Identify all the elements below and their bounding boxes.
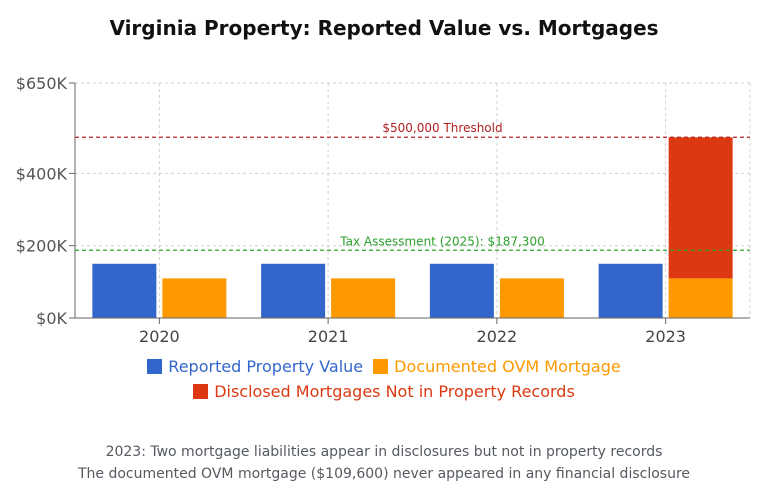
x-axis: 2020 2021 2022 2023 bbox=[75, 317, 750, 346]
x-tick-label: 2023 bbox=[645, 327, 686, 346]
bar-reported-value-2020 bbox=[92, 263, 157, 318]
reference-label-threshold: $500,000 Threshold bbox=[382, 121, 502, 135]
bar-undisclosed-mortgages-2023 bbox=[668, 137, 733, 279]
bar-ovm-mortgage-2021 bbox=[331, 278, 396, 318]
y-tick-label: $650K bbox=[16, 74, 68, 93]
bars bbox=[92, 137, 733, 318]
reference-label-tax-assessment: Tax Assessment (2025): $187,300 bbox=[339, 234, 544, 248]
bar-ovm-mortgage-2022 bbox=[499, 278, 564, 318]
x-tick-label: 2020 bbox=[139, 327, 180, 346]
y-tick-label: $0K bbox=[36, 309, 67, 328]
y-tick-label: $200K bbox=[16, 237, 68, 256]
chart-title: Virginia Property: Reported Value vs. Mo… bbox=[109, 16, 658, 40]
y-tick-label: $400K bbox=[16, 164, 68, 183]
caption-line-1: 2023: Two mortgage liabilities appear in… bbox=[105, 444, 663, 460]
bar-reported-value-2023 bbox=[598, 263, 663, 318]
legend-label-reported-value: Reported Property Value bbox=[168, 357, 364, 376]
grid-lines bbox=[75, 82, 751, 318]
bar-ovm-mortgage-2020 bbox=[162, 278, 227, 318]
legend-swatch-undisclosed-mortgages bbox=[193, 384, 209, 399]
chart-caption: 2023: Two mortgage liabilities appear in… bbox=[0, 441, 768, 485]
legend-label-ovm-mortgage: Documented OVM Mortgage bbox=[394, 357, 621, 376]
bar-reported-value-2022 bbox=[429, 263, 494, 318]
legend-item-ovm-mortgage[interactable]: Documented OVM Mortgage bbox=[373, 357, 621, 376]
legend-item-reported-value[interactable]: Reported Property Value bbox=[147, 357, 363, 376]
y-axis: $0K $200K $400K $650K bbox=[16, 74, 76, 328]
caption-line-2: The documented OVM mortgage ($109,600) n… bbox=[77, 466, 691, 482]
legend-swatch-reported-value bbox=[147, 359, 163, 374]
reference-lines: $500,000 Threshold Tax Assessment (2025):… bbox=[75, 121, 750, 251]
legend-item-undisclosed-mortgages[interactable]: Disclosed Mortgages Not in Property Reco… bbox=[193, 382, 575, 401]
legend-swatch-ovm-mortgage bbox=[373, 359, 389, 374]
legend-label-undisclosed-mortgages: Disclosed Mortgages Not in Property Reco… bbox=[214, 382, 575, 401]
bar-ovm-mortgage-2023 bbox=[668, 278, 733, 318]
bar-reported-value-2021 bbox=[261, 263, 326, 318]
chart-canvas: Virginia Property: Reported Value vs. Mo… bbox=[16, 16, 751, 346]
x-tick-label: 2021 bbox=[308, 327, 349, 346]
legend[interactable]: Reported Property Value Documented OVM M… bbox=[0, 357, 768, 407]
x-tick-label: 2022 bbox=[477, 327, 518, 346]
